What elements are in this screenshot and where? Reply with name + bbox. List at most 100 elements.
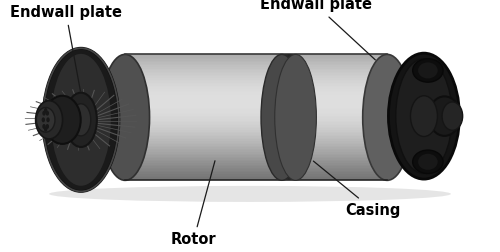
Bar	[125, 92, 387, 94]
Bar	[125, 81, 387, 83]
Ellipse shape	[428, 96, 460, 136]
Bar	[125, 174, 387, 176]
Ellipse shape	[42, 124, 45, 129]
Bar	[125, 176, 387, 177]
Bar	[125, 114, 387, 116]
Ellipse shape	[65, 93, 97, 147]
Bar	[125, 100, 387, 102]
Bar	[125, 166, 387, 168]
Bar	[285, 54, 286, 180]
Bar	[125, 130, 387, 132]
Bar	[125, 117, 387, 119]
Bar	[125, 109, 387, 111]
Ellipse shape	[418, 62, 438, 78]
Bar	[125, 136, 387, 138]
Text: Endwall plate: Endwall plate	[260, 0, 376, 60]
Bar	[125, 113, 387, 114]
Ellipse shape	[46, 111, 49, 116]
Bar	[125, 69, 387, 70]
Ellipse shape	[410, 96, 438, 137]
Bar	[125, 157, 387, 158]
Bar	[125, 87, 387, 89]
Bar	[125, 163, 387, 165]
Bar	[287, 54, 288, 180]
Bar	[125, 67, 387, 69]
Ellipse shape	[46, 117, 50, 122]
Bar	[125, 116, 387, 117]
Bar	[289, 54, 290, 180]
Bar	[125, 70, 387, 72]
Bar	[125, 132, 387, 133]
Bar	[125, 73, 387, 75]
Ellipse shape	[261, 54, 302, 180]
Bar	[125, 135, 387, 136]
Ellipse shape	[274, 54, 316, 180]
Bar	[288, 54, 289, 180]
Bar	[125, 172, 387, 174]
Bar	[125, 80, 387, 81]
Bar	[125, 133, 387, 135]
Bar	[125, 138, 387, 139]
Ellipse shape	[43, 48, 119, 192]
Bar	[125, 78, 387, 80]
Bar	[125, 84, 387, 86]
Bar	[125, 57, 387, 59]
Bar	[284, 54, 285, 180]
Ellipse shape	[44, 127, 48, 132]
Bar	[125, 149, 387, 150]
Bar	[125, 64, 387, 66]
Ellipse shape	[442, 102, 462, 130]
Bar	[283, 54, 284, 180]
Ellipse shape	[71, 104, 91, 136]
Bar	[290, 54, 291, 180]
Bar	[125, 76, 387, 78]
Bar	[125, 169, 387, 171]
Bar	[125, 102, 387, 103]
Bar	[125, 152, 387, 153]
Bar	[125, 86, 387, 87]
Bar	[125, 146, 387, 147]
Bar	[292, 54, 293, 180]
Bar	[125, 162, 387, 163]
Bar	[125, 106, 387, 108]
Bar	[125, 122, 387, 124]
Bar	[282, 54, 283, 180]
Text: Rotor: Rotor	[171, 161, 216, 247]
Bar	[125, 144, 387, 146]
Bar	[125, 111, 387, 113]
Ellipse shape	[36, 108, 55, 132]
Bar	[125, 72, 387, 73]
Bar	[125, 141, 387, 143]
Bar	[125, 99, 387, 100]
Bar	[295, 54, 296, 180]
Bar	[125, 179, 387, 180]
Bar	[294, 54, 295, 180]
Bar	[125, 177, 387, 179]
Bar	[125, 61, 387, 62]
Bar	[125, 75, 387, 76]
Bar	[125, 158, 387, 160]
Ellipse shape	[50, 53, 112, 186]
Ellipse shape	[412, 59, 443, 82]
Bar	[125, 119, 387, 120]
Bar	[125, 147, 387, 149]
Bar	[125, 56, 387, 57]
Ellipse shape	[412, 150, 443, 174]
Bar	[125, 127, 387, 128]
Ellipse shape	[49, 186, 451, 202]
Ellipse shape	[396, 59, 452, 174]
Bar	[125, 94, 387, 95]
Bar	[125, 128, 387, 130]
Ellipse shape	[44, 108, 48, 113]
Bar	[125, 160, 387, 162]
Ellipse shape	[100, 54, 150, 180]
Bar	[125, 90, 387, 92]
Bar	[125, 95, 387, 97]
Bar	[125, 54, 387, 56]
Bar	[125, 150, 387, 152]
Ellipse shape	[418, 154, 438, 170]
Bar	[125, 108, 387, 109]
Bar	[125, 97, 387, 99]
Text: Endwall plate: Endwall plate	[10, 5, 122, 91]
Bar	[125, 168, 387, 169]
